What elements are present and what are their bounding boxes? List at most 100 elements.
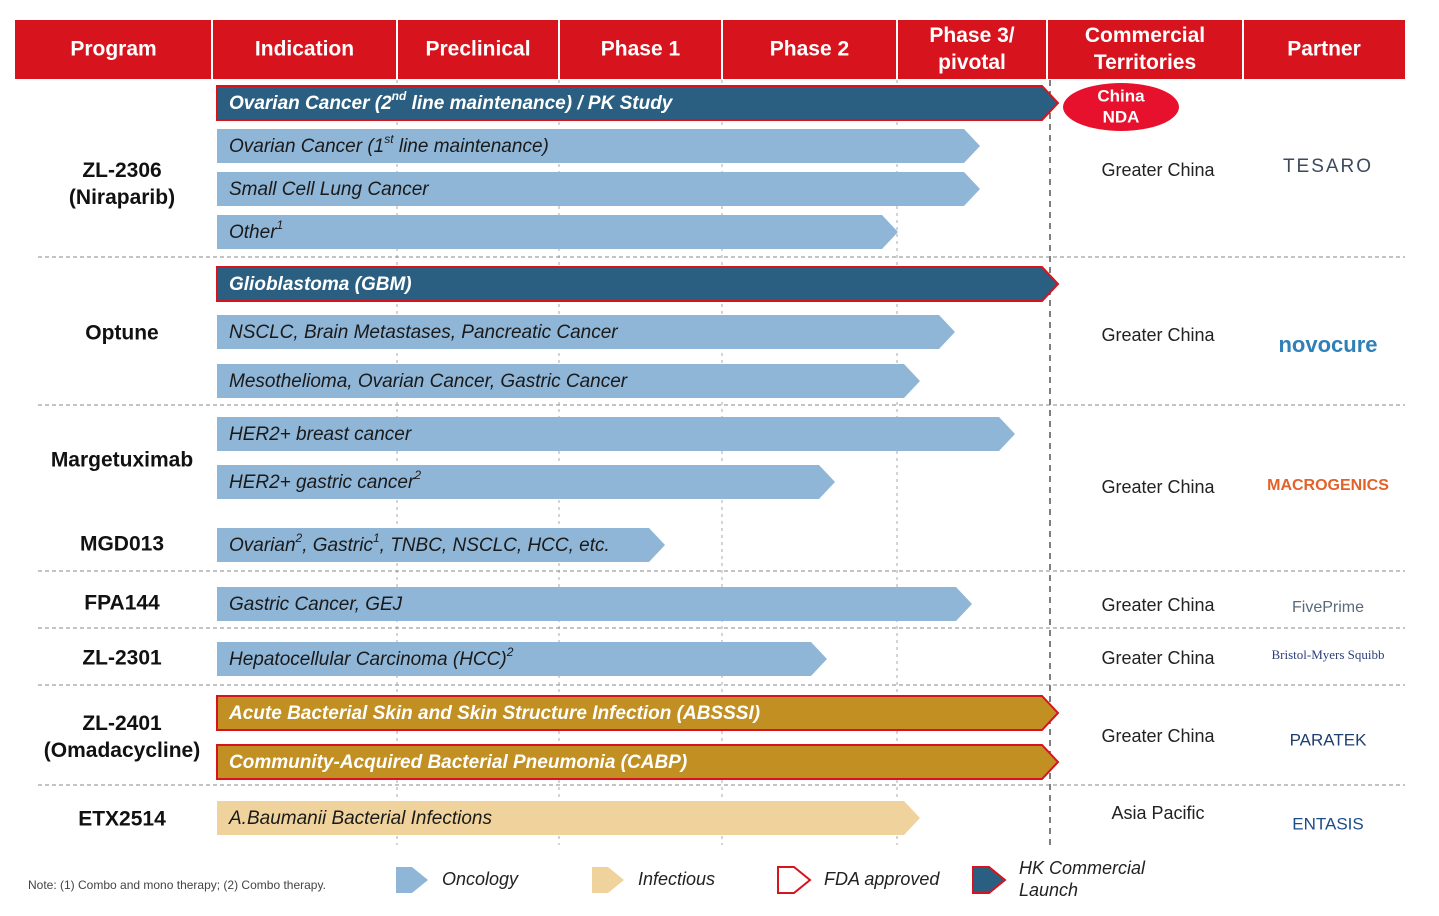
indication-bar (217, 172, 980, 206)
program-name: FPA144 (84, 592, 160, 615)
partner-logo: novocure (1278, 332, 1377, 357)
label-text: Gastric Cancer, GEJ (229, 594, 403, 615)
label-text: Small Cell Lung Cancer (229, 179, 429, 200)
header-label: Preclinical (425, 38, 530, 61)
program-name: ETX2514 (78, 808, 166, 831)
label-text: line maintenance) / PK Study (406, 93, 673, 114)
program-name: ZL-2301 (82, 647, 162, 670)
label-text: Other (229, 222, 277, 243)
header-label: Commercial (1085, 24, 1205, 47)
indication-bar (216, 744, 1060, 780)
label-text: Mesothelioma, Ovarian Cancer, Gastric Ca… (229, 371, 628, 392)
indication-bar (217, 315, 955, 349)
label-sup: 2 (506, 645, 514, 659)
indication-label: Hepatocellular Carcinoma (HCC)2 (229, 645, 514, 670)
territory: Greater China (1101, 726, 1215, 746)
header-label: Indication (255, 38, 354, 61)
indication-bar (217, 215, 898, 249)
legend-label: Oncology (442, 869, 519, 889)
indication-label: HER2+ gastric cancer2 (229, 468, 421, 493)
indication-label: Ovarian Cancer (1st line maintenance) (229, 132, 549, 157)
indication-bar (217, 364, 920, 398)
legend-label: Launch (1019, 880, 1078, 900)
program-name: ZL-2306 (82, 159, 161, 182)
indication-label: Community-Acquired Bacterial Pneumonia (… (229, 752, 687, 773)
label-sup: 1 (277, 218, 284, 232)
label-text: Acute Bacterial Skin and Skin Structure … (228, 703, 760, 724)
indication-bar (217, 528, 665, 562)
label-text: Ovarian Cancer (1 (229, 136, 384, 157)
header-label: pivotal (938, 51, 1006, 74)
program-name: Optune (85, 322, 159, 345)
legend-swatch (396, 867, 428, 893)
partner-logo: ENTASIS (1292, 814, 1363, 833)
label-sup: 1 (373, 531, 380, 545)
territory: Greater China (1101, 477, 1215, 497)
header-label: Phase 2 (770, 38, 849, 61)
header-bar (15, 20, 1405, 79)
territory: Greater China (1101, 325, 1215, 345)
legend-swatch (777, 866, 812, 894)
label-text: , TNBC, NSCLC, HCC, etc. (380, 535, 610, 556)
indication-label: Glioblastoma (GBM) (229, 274, 412, 295)
header-label: Territories (1094, 51, 1196, 74)
indication-label: NSCLC, Brain Metastases, Pancreatic Canc… (229, 322, 618, 343)
label-text: Ovarian Cancer (2 (229, 93, 392, 114)
indication-label: A.Baumanii Bacterial Infections (228, 808, 492, 829)
indication-bar (217, 801, 920, 835)
indication-label: Ovarian Cancer (2nd line maintenance) / … (229, 89, 674, 114)
indication-label: Mesothelioma, Ovarian Cancer, Gastric Ca… (229, 371, 628, 392)
legend-swatch (972, 866, 1007, 894)
indication-label: Gastric Cancer, GEJ (229, 594, 403, 615)
territory: Greater China (1101, 160, 1215, 180)
label-text: Glioblastoma (GBM) (229, 274, 412, 295)
header-label: Program (70, 38, 156, 61)
indication-bar (216, 266, 1060, 302)
territory: Greater China (1101, 648, 1215, 668)
header-label: Partner (1287, 38, 1361, 61)
label-sup: st (384, 132, 394, 146)
territory: Asia Pacific (1111, 803, 1204, 823)
program-name: ZL-2401 (82, 712, 162, 735)
program-name: (Niraparib) (69, 186, 175, 209)
badge (1063, 83, 1179, 131)
legend-swatch (592, 867, 624, 893)
label-sup: 2 (413, 468, 421, 482)
partner-logo: FivePrime (1292, 599, 1364, 616)
indication-label: Ovarian2, Gastric1, TNBC, NSCLC, HCC, et… (229, 531, 610, 556)
program-name: (Omadacycline) (44, 739, 200, 762)
indication-bar (217, 417, 1015, 451)
legend-label: FDA approved (824, 869, 940, 889)
label-text: line maintenance) (394, 136, 549, 157)
header-label: Phase 3/ (929, 24, 1014, 47)
program-name: MGD013 (80, 533, 164, 556)
badge-label: NDA (1103, 107, 1140, 126)
label-text: A.Baumanii Bacterial Infections (228, 808, 492, 829)
header-label: Phase 1 (601, 38, 681, 61)
label-text: HER2+ breast cancer (229, 424, 412, 445)
indication-label: Acute Bacterial Skin and Skin Structure … (228, 703, 760, 724)
note: Note: (1) Combo and mono therapy; (2) Co… (28, 878, 326, 892)
indication-bar (217, 642, 827, 676)
indication-bar (216, 695, 1060, 731)
partner-logo: PARATEK (1290, 730, 1367, 749)
label-text: NSCLC, Brain Metastases, Pancreatic Canc… (229, 322, 618, 343)
indication-label: HER2+ breast cancer (229, 424, 412, 445)
label-text: Ovarian (229, 535, 296, 556)
territory: Greater China (1101, 595, 1215, 615)
legend-label: HK Commercial (1019, 858, 1146, 878)
indication-bar (216, 85, 1060, 121)
label-text: , Gastric (302, 535, 373, 556)
label-sup: 2 (295, 531, 303, 545)
legend-label: Infectious (638, 869, 715, 889)
badge-label: China (1097, 86, 1145, 105)
indication-bar (217, 129, 980, 163)
program-name: Margetuximab (51, 449, 193, 472)
indication-label: Other1 (229, 218, 283, 243)
label-text: Hepatocellular Carcinoma (HCC) (229, 649, 507, 670)
label-sup: nd (392, 89, 407, 103)
indication-bar (217, 465, 835, 499)
partner-logo: Bristol-Myers Squibb (1271, 647, 1384, 662)
label-text: HER2+ gastric cancer (229, 472, 415, 493)
